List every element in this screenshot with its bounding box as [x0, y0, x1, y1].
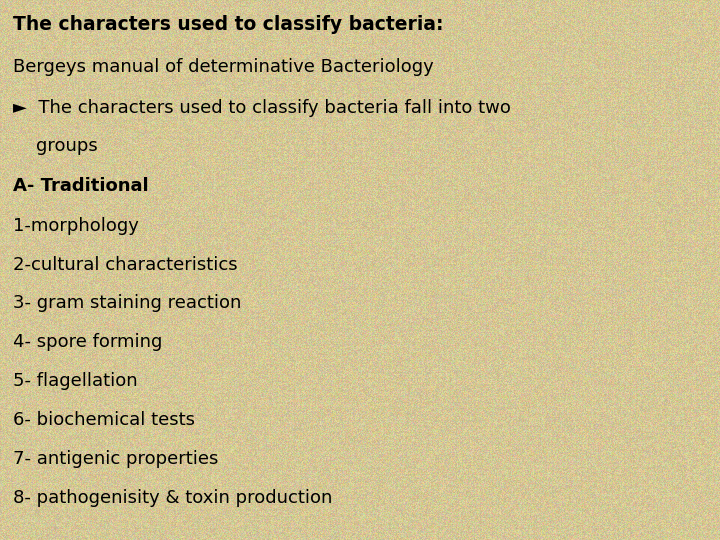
Text: 4- spore forming: 4- spore forming — [13, 333, 162, 352]
Text: Bergeys manual of determinative Bacteriology: Bergeys manual of determinative Bacterio… — [13, 58, 433, 77]
Text: 7- antigenic properties: 7- antigenic properties — [13, 450, 218, 468]
Text: 8- pathogenisity & toxin production: 8- pathogenisity & toxin production — [13, 489, 333, 507]
Text: The characters used to classify bacteria:: The characters used to classify bacteria… — [13, 15, 444, 34]
Text: 2-cultural characteristics: 2-cultural characteristics — [13, 255, 238, 274]
Text: 3- gram staining reaction: 3- gram staining reaction — [13, 294, 241, 313]
Text: 5- flagellation: 5- flagellation — [13, 372, 138, 390]
Text: ►  The characters used to classify bacteria fall into two: ► The characters used to classify bacter… — [13, 99, 510, 117]
Text: 6- biochemical tests: 6- biochemical tests — [13, 411, 195, 429]
Text: 1-morphology: 1-morphology — [13, 217, 139, 235]
Text: A- Traditional: A- Traditional — [13, 177, 148, 195]
Text: groups: groups — [13, 137, 98, 155]
